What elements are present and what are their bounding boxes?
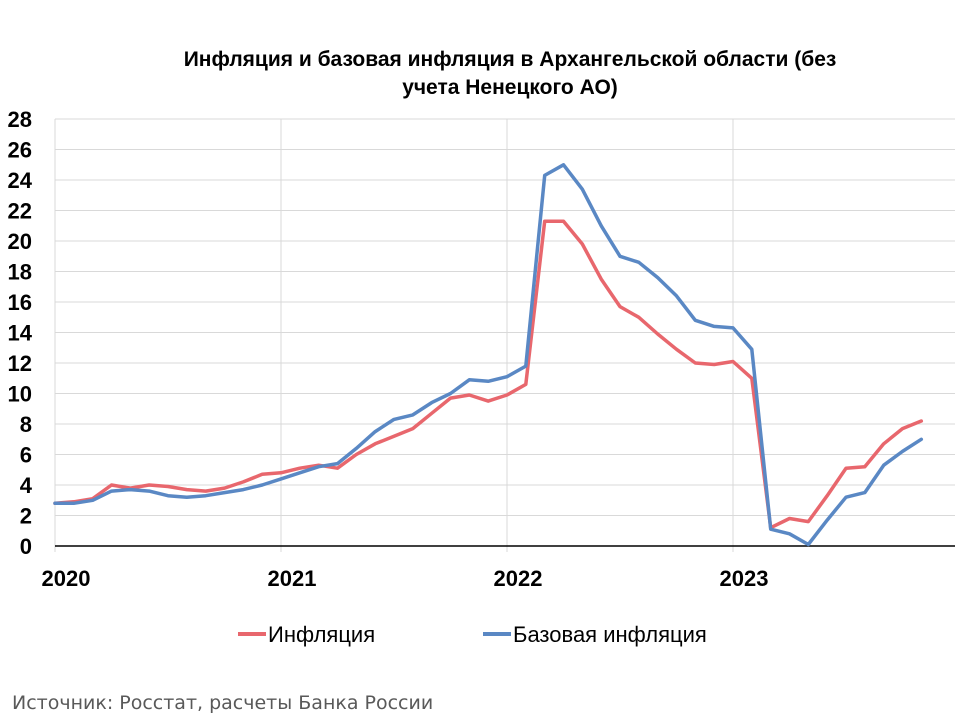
y-tick-label: 28 bbox=[8, 107, 32, 132]
y-tick-label: 2 bbox=[20, 504, 32, 529]
y-tick-label: 0 bbox=[20, 534, 32, 559]
y-tick-label: 8 bbox=[20, 412, 32, 437]
y-tick-label: 26 bbox=[8, 138, 32, 163]
y-tick-label: 18 bbox=[8, 260, 32, 285]
x-axis: 2020 2021 2022 2023 bbox=[42, 545, 955, 591]
y-tick-label: 22 bbox=[8, 199, 32, 224]
y-tick-label: 14 bbox=[8, 321, 33, 346]
y-tick-label: 24 bbox=[8, 168, 33, 193]
series-line-core-inflation bbox=[53, 163, 924, 547]
x-tick-label: 2021 bbox=[268, 566, 317, 591]
x-tick-label: 2020 bbox=[42, 566, 91, 591]
series-lines bbox=[53, 163, 924, 547]
source-note: Источник: Росстат, расчеты Банка России bbox=[12, 692, 434, 714]
legend: Инфляция Базовая инфляция bbox=[238, 622, 707, 647]
chart-title-line1: Инфляция и базовая инфляция в Архангельс… bbox=[183, 48, 837, 71]
y-tick-label: 12 bbox=[8, 351, 32, 376]
chart-title-line2: учета Ненецкого АО) bbox=[402, 76, 618, 99]
y-tick-label: 20 bbox=[8, 229, 32, 254]
series-line-inflation bbox=[53, 219, 924, 530]
y-tick-label: 6 bbox=[20, 443, 32, 468]
y-tick-label: 4 bbox=[20, 473, 33, 498]
legend-label-core-inflation: Базовая инфляция bbox=[513, 622, 707, 647]
y-tick-label: 16 bbox=[8, 290, 32, 315]
x-tick-label: 2022 bbox=[494, 566, 543, 591]
x-tick-label: 2023 bbox=[720, 566, 769, 591]
grid-lines bbox=[54, 118, 955, 552]
y-tick-label: 10 bbox=[8, 382, 32, 407]
legend-label-inflation: Инфляция bbox=[268, 622, 375, 647]
